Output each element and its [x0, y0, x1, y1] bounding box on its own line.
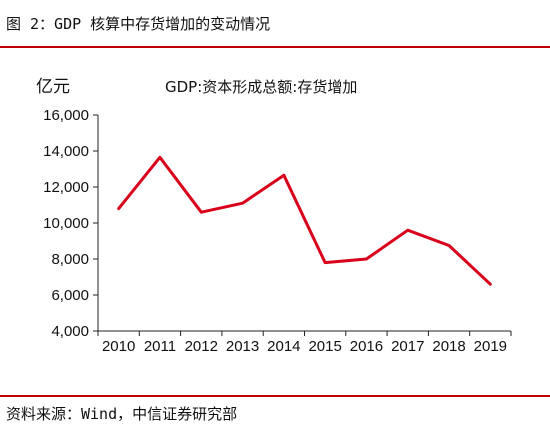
y-tick-label: 14,000 — [43, 143, 89, 160]
y-tick-label: 4,000 — [51, 323, 89, 340]
series-line — [117, 155, 492, 286]
x-tick-label: 2016 — [350, 338, 383, 355]
x-tick-label: 2012 — [185, 338, 218, 355]
line-chart: 亿元 GDP:资本形成总额:存货增加 4,000 6,000 8,000 10,000… — [36, 77, 512, 355]
x-tick-label: 2014 — [267, 338, 300, 355]
top-divider — [0, 46, 550, 48]
figure-title: 图 2：GDP 核算中存货增加的变动情况 — [6, 15, 271, 33]
y-tick-label: 10,000 — [43, 215, 89, 232]
y-axis-unit-label: 亿元 — [36, 77, 70, 97]
x-tick-label: 2019 — [474, 338, 507, 355]
x-tick-label: 2013 — [226, 338, 259, 355]
x-tick-label: 2015 — [308, 338, 341, 355]
x-tick-label: 2018 — [432, 338, 465, 355]
chart-plot-area — [117, 155, 492, 286]
y-tick-label: 6,000 — [51, 287, 89, 304]
x-tick-label: 2011 — [144, 338, 176, 355]
chart-legend-label: GDP:资本形成总额:存货增加 — [165, 78, 357, 96]
bottom-divider — [0, 395, 550, 397]
y-tick-label: 12,000 — [43, 179, 89, 196]
source-note: 资料来源：Wind，中信证券研究部 — [6, 405, 238, 423]
x-tick-label: 2010 — [102, 338, 135, 355]
y-tick-label: 16,000 — [43, 107, 89, 124]
x-tick-label: 2017 — [391, 338, 424, 355]
y-tick-label: 8,000 — [51, 251, 89, 268]
chart-axes: 4,000 6,000 8,000 10,000 12,000 14,000 16,000 2… — [43, 107, 512, 355]
